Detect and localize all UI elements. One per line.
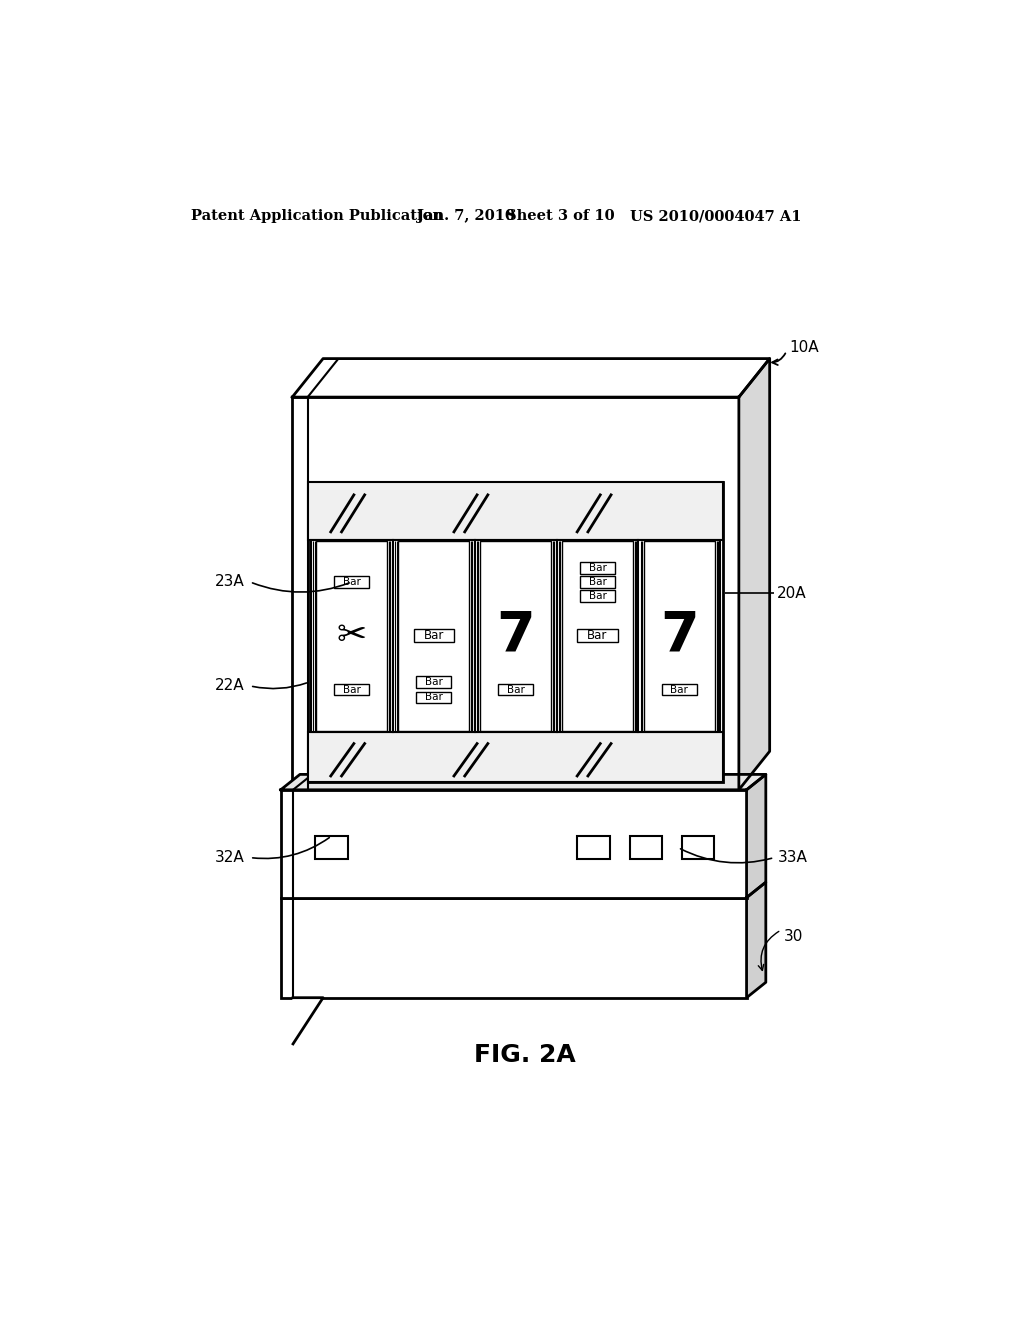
Bar xyxy=(416,692,452,704)
Polygon shape xyxy=(293,998,323,1044)
Text: 23A: 23A xyxy=(215,574,245,590)
Bar xyxy=(644,541,715,730)
Text: Patent Application Publication: Patent Application Publication xyxy=(190,209,442,223)
Bar xyxy=(334,684,370,696)
Text: Bar: Bar xyxy=(588,630,607,643)
Bar xyxy=(307,482,724,540)
Bar xyxy=(578,630,617,643)
Polygon shape xyxy=(746,882,766,998)
Bar xyxy=(307,733,724,781)
Text: 30: 30 xyxy=(783,928,803,944)
Polygon shape xyxy=(746,775,766,898)
Polygon shape xyxy=(281,775,766,789)
Bar xyxy=(630,836,662,859)
Text: Bar: Bar xyxy=(589,591,606,601)
Text: Bar: Bar xyxy=(589,577,606,587)
Text: Bar: Bar xyxy=(425,677,442,686)
Bar xyxy=(310,540,392,733)
Text: 10A: 10A xyxy=(788,339,818,355)
Text: 22A: 22A xyxy=(215,678,245,693)
Polygon shape xyxy=(292,359,770,397)
Text: 33A: 33A xyxy=(777,850,807,865)
Text: Bar: Bar xyxy=(343,685,360,694)
Text: Bar: Bar xyxy=(425,693,442,702)
Text: ✂: ✂ xyxy=(337,619,367,653)
Text: Sheet 3 of 10: Sheet 3 of 10 xyxy=(506,209,615,223)
Text: 7: 7 xyxy=(660,609,698,663)
Bar xyxy=(480,541,551,730)
Bar xyxy=(682,836,714,859)
Bar xyxy=(281,789,746,898)
Bar xyxy=(292,397,739,789)
Bar xyxy=(315,836,348,859)
Text: Jan. 7, 2010: Jan. 7, 2010 xyxy=(417,209,515,223)
Bar xyxy=(580,562,615,574)
Text: Bar: Bar xyxy=(671,685,688,694)
Bar xyxy=(662,684,697,696)
Text: US 2010/0004047 A1: US 2010/0004047 A1 xyxy=(630,209,801,223)
Text: Bar: Bar xyxy=(343,577,360,587)
Text: FIG. 2A: FIG. 2A xyxy=(474,1043,575,1068)
Bar xyxy=(498,684,534,696)
Text: Bar: Bar xyxy=(424,630,443,643)
Bar xyxy=(580,590,615,602)
Bar xyxy=(398,541,469,730)
Bar xyxy=(578,836,609,859)
Bar xyxy=(556,540,638,733)
Bar xyxy=(316,541,387,730)
Bar xyxy=(281,898,746,998)
Text: 20A: 20A xyxy=(777,586,807,601)
Bar xyxy=(562,541,633,730)
Bar xyxy=(580,576,615,587)
Text: 7: 7 xyxy=(497,609,535,663)
Bar xyxy=(474,540,556,733)
Text: 32A: 32A xyxy=(215,850,245,865)
Bar xyxy=(307,482,724,781)
Bar xyxy=(334,576,370,587)
Bar xyxy=(638,540,720,733)
Bar xyxy=(414,630,454,643)
Text: Bar: Bar xyxy=(507,685,524,694)
Bar xyxy=(392,540,474,733)
Text: Bar: Bar xyxy=(589,564,606,573)
Bar xyxy=(416,676,452,688)
Polygon shape xyxy=(739,359,770,789)
